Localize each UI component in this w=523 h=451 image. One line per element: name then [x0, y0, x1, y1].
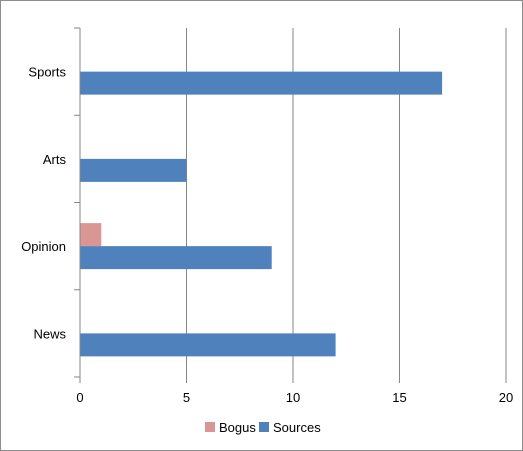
- x-tick-label: 0: [76, 390, 83, 405]
- bar-sources-opinion: [80, 246, 272, 270]
- x-tick-label: 15: [392, 390, 406, 405]
- x-tick-labels: 0 5 10 15 20: [76, 390, 513, 405]
- legend-swatch-sources: [259, 422, 269, 432]
- y-tick-label: Opinion: [21, 239, 66, 254]
- x-tick-label: 10: [286, 390, 300, 405]
- bar-bogus-opinion: [80, 223, 102, 247]
- legend-label-bogus: Bogus: [219, 420, 256, 435]
- x-tick-label: 5: [183, 390, 190, 405]
- bar-sources-arts: [80, 158, 187, 182]
- axes: [74, 27, 507, 383]
- x-tick-label: 20: [499, 390, 513, 405]
- legend: Bogus Sources: [205, 420, 321, 435]
- y-tick-labels: News Opinion Arts Sports: [21, 65, 66, 342]
- y-tick-label: Sports: [28, 65, 66, 80]
- legend-swatch-bogus: [205, 422, 215, 432]
- bar-sources-news: [80, 333, 336, 357]
- y-tick-label: Arts: [43, 152, 67, 167]
- bar-sources-sports: [80, 71, 443, 95]
- legend-label-sources: Sources: [273, 420, 321, 435]
- bars: [80, 71, 443, 357]
- y-tick-label: News: [33, 326, 66, 341]
